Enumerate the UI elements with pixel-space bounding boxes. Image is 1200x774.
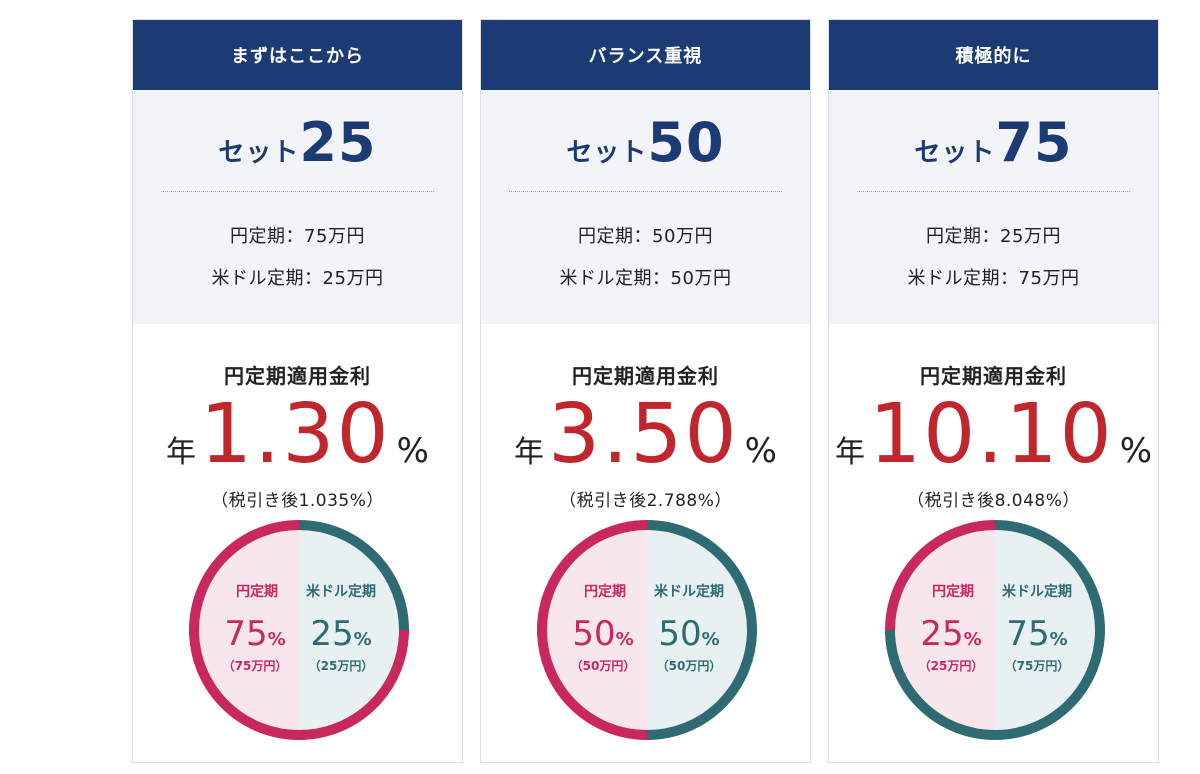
set-number: 25 [299, 111, 377, 174]
yen-inner-fill [895, 530, 995, 730]
yen-share-label: 円定期 [236, 583, 278, 600]
plan-summary: セット75 円定期：25万円 米ドル定期：75万円 [829, 90, 1158, 324]
rate-prefix: 年 [514, 435, 545, 470]
divider [857, 191, 1130, 192]
divider [161, 191, 434, 192]
after-tax-rate: （税引き後8.048%） [907, 491, 1080, 511]
rate-prefix: 年 [166, 435, 197, 470]
usd-share-amount: （25万円） [309, 658, 374, 673]
yen-ring-segment [885, 520, 996, 631]
yen-ring-segment [537, 520, 648, 740]
yen-share-label: 円定期 [584, 583, 626, 600]
set-number: 50 [647, 111, 725, 174]
usd-percent-sign: % [702, 629, 720, 650]
set-title: セット75 [829, 112, 1158, 174]
usd-share-percent: 75% [1006, 614, 1067, 654]
set-word: セット [218, 138, 300, 168]
usd-share-label: 米ドル定期 [306, 583, 376, 600]
yen-share-number: 50 [572, 614, 615, 654]
plan-card-2: バランス重視 セット50 円定期：50万円 米ドル定期：50万円 円定期適用金利… [480, 19, 811, 763]
allocation-donut: 円定期 25% （25万円） 米ドル定期 75% （75万円） [885, 520, 1105, 740]
yen-allocation: 円定期：75万円 [230, 226, 365, 247]
yen-share-number: 25 [920, 614, 963, 654]
yen-share-amount: （25万円） [919, 658, 984, 673]
plan-summary: セット25 円定期：75万円 米ドル定期：25万円 [133, 90, 462, 324]
usd-share-amount: （75万円） [1005, 658, 1070, 673]
rate-value: 10.10 [868, 387, 1114, 482]
set-word: セット [566, 138, 648, 168]
yen-share-label: 円定期 [932, 583, 974, 600]
usd-ring-segment [646, 520, 757, 740]
rate-row: 年 3.50 % [481, 390, 810, 480]
yen-percent-sign: % [268, 629, 286, 650]
yen-inner-fill [547, 530, 647, 730]
rate-value: 1.30 [200, 387, 391, 482]
after-tax-rate: （税引き後1.035%） [211, 491, 384, 511]
rate-value: 3.50 [548, 387, 739, 482]
rate-row: 年 1.30 % [133, 390, 462, 480]
usd-share-number: 75 [1006, 614, 1049, 654]
usd-ring-segment [298, 520, 409, 631]
usd-percent-sign: % [354, 629, 372, 650]
plan-header: 積極的に [829, 20, 1158, 90]
set-number: 75 [995, 111, 1073, 174]
plan-summary: セット50 円定期：50万円 米ドル定期：50万円 [481, 90, 810, 324]
rate-unit: % [396, 431, 429, 471]
usd-share-percent: 50% [658, 614, 719, 654]
allocation-donut: 円定期 50% （50万円） 米ドル定期 50% （50万円） [537, 520, 757, 740]
usd-inner-fill [299, 530, 399, 730]
usd-share-label: 米ドル定期 [654, 583, 724, 600]
plan-header: まずはここから [133, 20, 462, 90]
set-title: セット25 [133, 112, 462, 174]
allocation-donut: 円定期 75% （75万円） 米ドル定期 25% （25万円） [189, 520, 409, 740]
rate-unit: % [744, 431, 777, 471]
rate-label: 円定期適用金利 [572, 364, 719, 388]
yen-share-percent: 50% [572, 614, 633, 654]
usd-share-amount: （50万円） [657, 658, 722, 673]
rate-unit: % [1119, 431, 1153, 471]
rate-label: 円定期適用金利 [224, 364, 371, 388]
yen-allocation: 円定期：25万円 [926, 226, 1061, 247]
divider [509, 191, 782, 192]
set-word: セット [914, 138, 996, 168]
usd-share-percent: 25% [310, 614, 371, 654]
yen-share-percent: 75% [224, 614, 285, 654]
set-title: セット50 [481, 112, 810, 174]
usd-allocation: 米ドル定期：50万円 [559, 268, 732, 289]
yen-percent-sign: % [964, 629, 982, 650]
yen-allocation: 円定期：50万円 [578, 226, 713, 247]
usd-inner-fill [995, 530, 1095, 730]
usd-share-label: 米ドル定期 [1002, 583, 1072, 600]
yen-share-amount: （50万円） [571, 658, 636, 673]
usd-share-number: 25 [310, 614, 353, 654]
usd-percent-sign: % [1050, 629, 1068, 650]
after-tax-rate: （税引き後2.788%） [559, 491, 732, 511]
usd-allocation: 米ドル定期：75万円 [907, 268, 1080, 289]
usd-ring-segment [885, 520, 1105, 740]
plan-card-1: まずはここから セット25 円定期：75万円 米ドル定期：25万円 円定期適用金… [132, 19, 463, 763]
usd-inner-fill [647, 530, 747, 730]
rate-label: 円定期適用金利 [920, 364, 1067, 388]
plan-header: バランス重視 [481, 20, 810, 90]
usd-allocation: 米ドル定期：25万円 [211, 268, 384, 289]
yen-percent-sign: % [616, 629, 634, 650]
rate-prefix: 年 [834, 435, 865, 470]
yen-inner-fill [199, 530, 299, 730]
usd-share-number: 50 [658, 614, 701, 654]
yen-share-amount: （75万円） [223, 658, 288, 673]
plan-card-3: 積極的に セット75 円定期：25万円 米ドル定期：75万円 円定期適用金利 年… [828, 19, 1159, 763]
yen-share-number: 75 [224, 614, 267, 654]
rate-row: 年 10.10 % [829, 390, 1158, 480]
yen-share-percent: 25% [920, 614, 981, 654]
yen-ring-segment [189, 520, 409, 740]
